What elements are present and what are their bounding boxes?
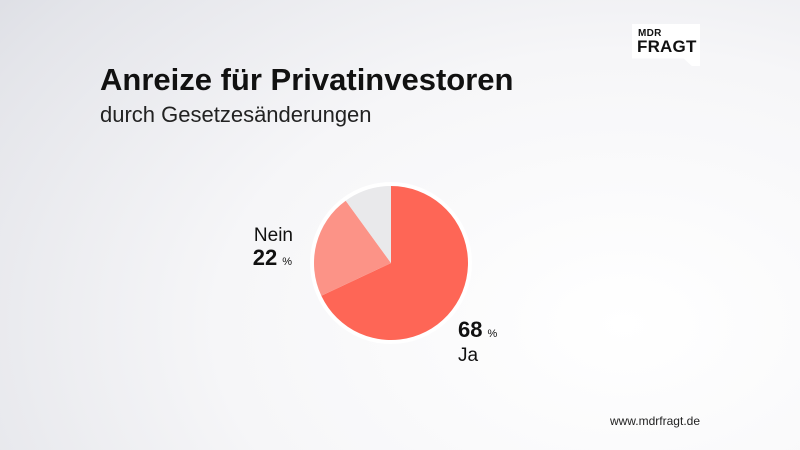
value-label-ja: 68% — [458, 317, 497, 342]
pie-slice-rest — [345, 186, 391, 263]
value-unit-ja: % — [487, 328, 497, 340]
logo-line-fragt: FRAGT — [637, 37, 697, 56]
value-unit-nein: % — [282, 256, 292, 268]
footer-url: www.mdrfragt.de — [609, 414, 700, 428]
value-label-nein: 22% — [253, 245, 292, 270]
chart-subtitle: durch Gesetzesänderungen — [100, 102, 372, 127]
logo-line-mdr: MDR — [638, 28, 662, 39]
pie-halo — [310, 182, 472, 344]
pie-slice-ja — [321, 186, 468, 340]
chart-title: Anreize für Privatinvestoren — [100, 62, 514, 97]
value-number-nein: 22 — [253, 245, 277, 270]
category-label-nein: Nein — [254, 225, 293, 246]
pie-slice-nein — [314, 200, 391, 296]
category-label-ja: Ja — [458, 345, 479, 366]
value-number-ja: 68 — [458, 317, 482, 342]
